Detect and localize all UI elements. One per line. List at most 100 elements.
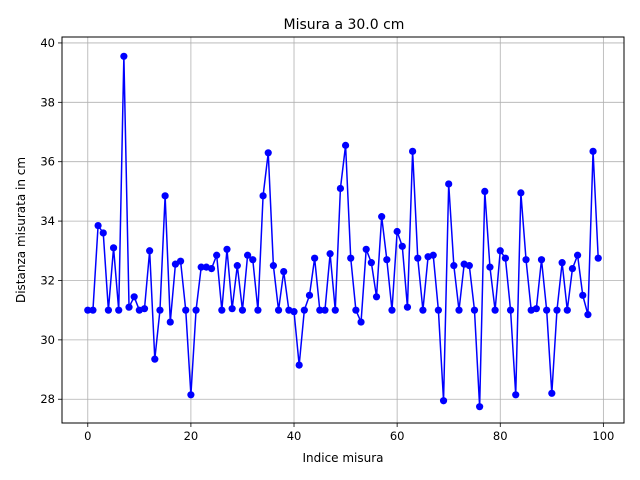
data-point <box>367 259 375 267</box>
data-point <box>300 306 308 314</box>
series-layer <box>84 52 602 411</box>
x-axis: 0 20 40 60 80 100 <box>84 423 614 443</box>
data-point <box>249 256 257 264</box>
data-point <box>388 306 396 314</box>
data-point <box>233 262 241 270</box>
data-point <box>197 263 205 271</box>
x-tick-label: 40 <box>287 429 302 443</box>
x-axis-label: Indice misura <box>302 451 383 465</box>
data-point <box>450 262 458 270</box>
data-point <box>316 306 324 314</box>
data-point <box>182 306 190 314</box>
data-point <box>398 242 406 250</box>
data-point <box>326 250 334 258</box>
data-point <box>568 265 577 273</box>
data-point <box>311 254 319 262</box>
data-point <box>264 149 272 157</box>
x-tick-label: 100 <box>592 429 614 443</box>
data-point <box>89 306 97 314</box>
data-point <box>352 306 360 314</box>
data-point <box>347 254 355 262</box>
data-point <box>259 192 267 200</box>
data-point <box>517 189 525 197</box>
data-point <box>130 293 138 301</box>
data-point <box>244 251 252 259</box>
data-point <box>589 147 597 155</box>
x-tick-label: 60 <box>390 429 405 443</box>
data-point <box>192 306 200 314</box>
data-point <box>125 303 133 311</box>
y-tick-label: 40 <box>40 36 55 50</box>
data-point <box>336 184 345 193</box>
data-point <box>594 254 602 262</box>
data-point <box>429 251 437 259</box>
y-tick-label: 30 <box>40 333 55 347</box>
data-point <box>465 262 473 270</box>
data-point <box>573 251 582 259</box>
series-line <box>87 55 599 408</box>
data-point <box>537 256 546 264</box>
data-point <box>486 263 494 271</box>
chart-title: Misura a 30.0 cm <box>284 17 405 33</box>
data-point <box>512 391 520 399</box>
data-point <box>362 245 370 253</box>
data-point <box>439 397 448 405</box>
data-point <box>419 306 427 314</box>
data-point <box>305 291 314 299</box>
data-point <box>548 389 556 397</box>
data-point <box>455 306 463 314</box>
data-point <box>99 229 107 237</box>
data-point <box>269 262 277 270</box>
x-tick-label: 20 <box>184 429 199 443</box>
data-point <box>166 318 174 326</box>
data-point <box>403 303 412 311</box>
data-point <box>491 306 499 314</box>
data-point <box>506 306 515 314</box>
data-point <box>280 267 288 276</box>
data-point <box>187 391 195 399</box>
data-point <box>115 306 123 314</box>
data-point <box>501 254 510 262</box>
data-point <box>584 311 592 319</box>
x-tick-label: 80 <box>493 429 508 443</box>
data-point <box>213 251 221 259</box>
data-point <box>94 221 102 230</box>
y-axis-label: Distanza misurata in cm <box>14 157 28 303</box>
data-point <box>109 244 118 252</box>
data-point <box>378 213 386 221</box>
data-point <box>223 245 231 253</box>
data-point <box>140 305 149 313</box>
data-point <box>383 256 391 264</box>
data-point <box>409 147 417 155</box>
y-tick-label: 28 <box>40 392 55 406</box>
data-point <box>151 355 159 363</box>
y-tick-label: 38 <box>40 95 55 109</box>
data-point <box>414 254 422 262</box>
data-point <box>532 305 540 313</box>
data-point <box>553 306 561 314</box>
data-point <box>295 361 303 369</box>
data-point <box>372 293 381 301</box>
data-point <box>207 265 216 273</box>
data-point <box>496 247 504 255</box>
data-point <box>558 259 566 267</box>
data-point <box>522 256 530 264</box>
data-point <box>84 306 92 314</box>
data-point <box>104 306 113 314</box>
plot-frame <box>61 36 625 424</box>
data-point <box>357 318 365 326</box>
y-tick-label: 34 <box>40 214 55 228</box>
data-point <box>176 257 185 265</box>
data-point <box>481 187 489 195</box>
y-tick-label: 32 <box>40 273 55 287</box>
y-tick-label: 36 <box>40 155 55 169</box>
data-point <box>476 403 484 411</box>
data-point <box>238 306 247 314</box>
data-point <box>290 308 298 316</box>
y-axis: 28 30 32 34 36 38 40 <box>40 36 62 406</box>
data-point <box>434 306 442 314</box>
data-point <box>563 306 571 314</box>
data-point <box>161 192 169 200</box>
x-tick-label: 0 <box>84 429 91 443</box>
